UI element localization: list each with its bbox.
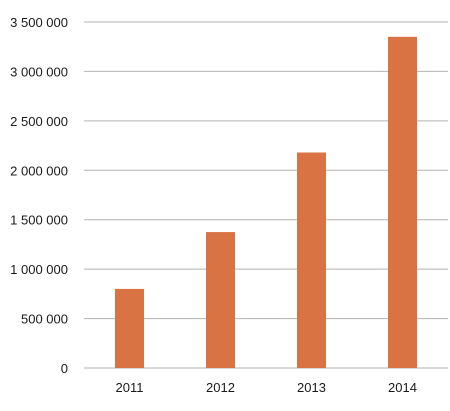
- y-tick-label: 1 000 000: [10, 262, 68, 277]
- bar-2014: [388, 36, 417, 368]
- y-tick-label: 1 500 000: [10, 213, 68, 228]
- gridlines: [84, 21, 448, 369]
- y-tick-label: 500 000: [21, 312, 68, 327]
- y-tick-label: 2 500 000: [10, 114, 68, 129]
- bar-2012: [206, 232, 235, 368]
- bars: [115, 36, 417, 368]
- y-axis-tick-labels: 0 500 000 1 000 000 1 500 000 2 000 000 2 500…: [10, 15, 68, 376]
- x-tick-label: 2014: [388, 380, 417, 395]
- x-axis-tick-labels: 2011 2012 2013 2014: [116, 380, 417, 395]
- bar-2013: [297, 152, 326, 368]
- x-tick-label: 2013: [297, 380, 326, 395]
- y-tick-label: 2 000 000: [10, 163, 68, 178]
- x-tick-label: 2011: [116, 380, 144, 395]
- y-tick-label: 0: [61, 361, 68, 376]
- bar-2011: [115, 288, 144, 368]
- y-tick-label: 3 500 000: [10, 15, 68, 30]
- y-tick-label: 3 000 000: [10, 64, 68, 79]
- x-tick-label: 2012: [206, 380, 235, 395]
